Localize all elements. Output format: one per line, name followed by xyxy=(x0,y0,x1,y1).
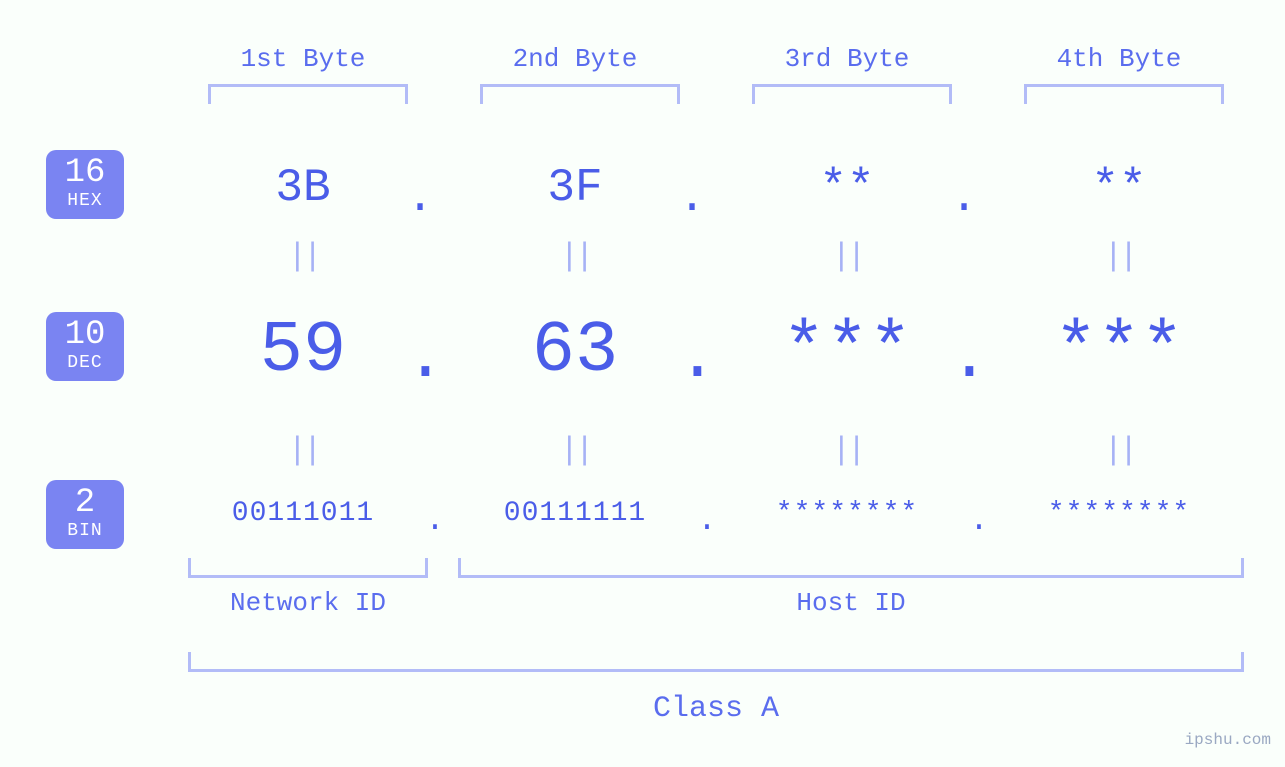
byte-header-4: 4th Byte xyxy=(994,44,1244,74)
top-bracket-1 xyxy=(208,84,408,104)
badge-hex-name: HEX xyxy=(46,192,124,211)
bracket-host-id xyxy=(458,558,1244,578)
eq-2-3: || xyxy=(722,432,972,469)
dec-byte-2: 63 xyxy=(450,310,700,392)
dec-byte-3: *** xyxy=(722,310,972,392)
badge-bin-base: 2 xyxy=(46,486,124,522)
top-bracket-3 xyxy=(752,84,952,104)
hex-byte-4: ** xyxy=(994,162,1244,214)
eq-2-2: || xyxy=(450,432,700,469)
dec-byte-1: 59 xyxy=(178,310,428,392)
label-class: Class A xyxy=(188,692,1244,726)
eq-1-4: || xyxy=(994,238,1244,275)
hex-byte-2: 3F xyxy=(450,162,700,214)
label-network-id: Network ID xyxy=(188,588,428,618)
hex-byte-3: ** xyxy=(722,162,972,214)
bin-byte-4: ******** xyxy=(984,498,1254,529)
bin-dot-3: . xyxy=(964,502,994,539)
top-bracket-4 xyxy=(1024,84,1224,104)
eq-2-1: || xyxy=(178,432,428,469)
badge-bin: 2 BIN xyxy=(46,480,124,549)
hex-dot-3: . xyxy=(949,172,979,224)
badge-bin-name: BIN xyxy=(46,522,124,541)
eq-1-3: || xyxy=(722,238,972,275)
dec-dot-2: . xyxy=(677,320,707,397)
hex-dot-2: . xyxy=(677,172,707,224)
byte-header-3: 3rd Byte xyxy=(722,44,972,74)
dec-dot-1: . xyxy=(405,320,435,397)
label-host-id: Host ID xyxy=(458,588,1244,618)
top-bracket-2 xyxy=(480,84,680,104)
badge-dec: 10 DEC xyxy=(46,312,124,381)
bin-byte-1: 00111011 xyxy=(168,498,438,529)
bracket-class xyxy=(188,652,1244,672)
hex-byte-1: 3B xyxy=(178,162,428,214)
bracket-network-id xyxy=(188,558,428,578)
hex-dot-1: . xyxy=(405,172,435,224)
eq-1-2: || xyxy=(450,238,700,275)
bin-byte-3: ******** xyxy=(712,498,982,529)
badge-hex: 16 HEX xyxy=(46,150,124,219)
bin-byte-2: 00111111 xyxy=(440,498,710,529)
badge-dec-base: 10 xyxy=(46,318,124,354)
byte-header-2: 2nd Byte xyxy=(450,44,700,74)
eq-2-4: || xyxy=(994,432,1244,469)
badge-dec-name: DEC xyxy=(46,354,124,373)
byte-header-1: 1st Byte xyxy=(178,44,428,74)
dec-byte-4: *** xyxy=(994,310,1244,392)
dec-dot-3: . xyxy=(949,320,979,397)
watermark: ipshu.com xyxy=(1185,731,1271,749)
badge-hex-base: 16 xyxy=(46,156,124,192)
bin-dot-2: . xyxy=(692,502,722,539)
eq-1-1: || xyxy=(178,238,428,275)
bin-dot-1: . xyxy=(420,502,450,539)
ip-diagram: 16 HEX 10 DEC 2 BIN 1st Byte 2nd Byte 3r… xyxy=(0,0,1285,767)
